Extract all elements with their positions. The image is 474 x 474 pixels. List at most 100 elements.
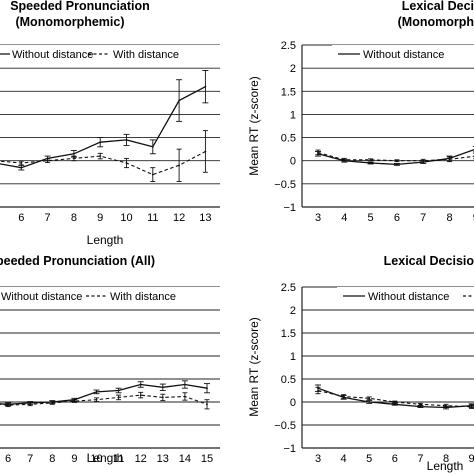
data-point [369, 162, 372, 164]
data-point [448, 158, 451, 161]
data-point [422, 159, 425, 162]
legend-label: Without distance [12, 49, 93, 61]
data-point [73, 152, 75, 155]
y-tick-label: −0.5 [274, 179, 296, 191]
chart-title: Lexical Deci [402, 0, 474, 13]
data-point [151, 173, 154, 176]
data-point [51, 402, 54, 404]
data-point [125, 162, 128, 164]
chart-subtitle: (Monomorph [398, 15, 474, 29]
x-tick-label: 6 [394, 212, 400, 224]
y-tick-label: 1.5 [281, 86, 296, 98]
series-line-without-distance [0, 86, 206, 169]
y-tick-label: 0.5 [281, 133, 296, 145]
chart-panel-1: 6 7 8 9 10 11 12 13 Speeded Pronunciation (Monomo… [0, 0, 220, 247]
chart-title: Lexical Decisio [384, 254, 474, 268]
data-point [20, 166, 23, 169]
data-point [139, 383, 142, 386]
y-tick-label: −1 [283, 202, 296, 214]
x-tick-label: 7 [27, 453, 33, 465]
data-point [117, 396, 120, 399]
x-tick-label: 4 [341, 453, 347, 465]
x-tick-label: 15 [201, 453, 213, 465]
data-point [7, 404, 9, 407]
series-line-without-distance [317, 149, 474, 166]
y-tick-label: 2.5 [281, 282, 296, 294]
legend-label: Without distance [363, 49, 444, 61]
data-point [184, 395, 186, 398]
x-axis-label: Length [427, 459, 464, 473]
y-tick-label: 2.5 [281, 40, 296, 52]
data-point [204, 150, 207, 153]
data-point [73, 157, 75, 160]
x-tick-label: 8 [49, 453, 55, 465]
x-tick-label: 10 [90, 453, 102, 465]
series-line-with-distance [0, 151, 206, 176]
data-point [396, 159, 398, 162]
x-tick-label: 4 [341, 212, 347, 224]
data-point [206, 387, 208, 390]
data-point [95, 398, 98, 401]
data-point [393, 403, 396, 406]
chart-panel-2: −1 −0.5 0 0.5 1 1.5 2 2.5 3 4 5 6 7 8 9 Lexical Deci (Mo… [247, 0, 474, 224]
x-tick-label: 11 [147, 212, 158, 224]
data-point [46, 159, 49, 162]
chart-panel-4: −1−0.500.511.522.5345678910Lexical Decis… [247, 254, 474, 473]
data-point [470, 405, 473, 408]
x-tick-label: 7 [417, 453, 423, 465]
chart-title: Speeded Pronunciation [10, 0, 150, 13]
x-tick-label: 8 [446, 212, 452, 224]
x-tick-label: 9 [71, 453, 77, 465]
data-point [178, 164, 181, 167]
data-point [419, 403, 422, 406]
x-tick-label: 6 [5, 453, 11, 465]
y-axis-label: Mean RT (z-score) [247, 317, 261, 417]
y-tick-label: 1.5 [281, 328, 296, 340]
data-point [317, 151, 319, 154]
legend-label: With distance [110, 291, 176, 303]
x-tick-label: 3 [315, 212, 321, 224]
data-point [369, 158, 372, 161]
x-tick-label: 7 [420, 212, 426, 224]
y-tick-label: 0 [290, 397, 296, 409]
series-line-without-distance [317, 387, 474, 409]
x-tick-label: 14 [179, 453, 191, 465]
y-tick-label: 1 [290, 351, 296, 363]
series-line-with-distance [317, 389, 474, 408]
data-point [161, 386, 164, 389]
x-tick-label: 11 [113, 453, 124, 465]
chart-title: peeded Pronunciation (All) [0, 254, 155, 268]
data-point [419, 405, 422, 408]
x-tick-label: 6 [392, 453, 398, 465]
data-point [125, 138, 128, 141]
data-point [317, 389, 319, 392]
data-point [206, 403, 208, 406]
x-tick-label: 6 [18, 212, 24, 224]
x-tick-label: 12 [135, 453, 147, 465]
x-tick-label: 9 [97, 212, 103, 224]
y-tick-label: 2 [290, 63, 296, 75]
y-tick-label: −0.5 [274, 420, 296, 432]
data-point [139, 394, 142, 396]
data-point [178, 99, 181, 102]
x-tick-label: 3 [315, 453, 321, 465]
y-axis-label: Mean RT (z-score) [247, 76, 261, 176]
data-point [95, 390, 98, 393]
x-tick-label: 13 [157, 453, 169, 465]
y-tick-label: 0 [290, 156, 296, 168]
x-tick-label: 8 [443, 453, 449, 465]
x-tick-label: 9 [469, 453, 474, 465]
data-point [342, 395, 345, 398]
x-axis-label: Length [87, 451, 124, 465]
x-tick-label: 5 [368, 212, 374, 224]
x-tick-label: 8 [71, 212, 77, 224]
x-tick-label: 5 [366, 453, 372, 465]
y-tick-label: 0.5 [281, 374, 296, 386]
x-tick-label: 7 [45, 212, 51, 224]
x-tick-label: 12 [173, 212, 185, 224]
chart-subtitle: (Monomorphemic) [15, 15, 124, 29]
data-point [29, 403, 32, 406]
